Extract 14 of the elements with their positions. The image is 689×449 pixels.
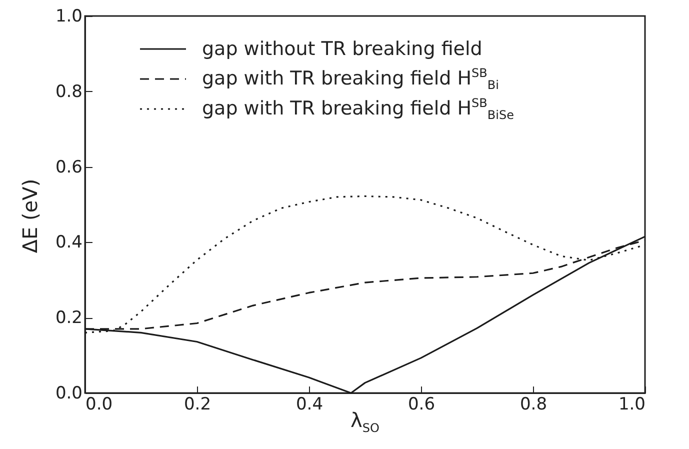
x-tick-label: 0.0 bbox=[86, 394, 113, 414]
y-tick-label: 0.6 bbox=[55, 157, 82, 178]
legend-label: gap without TR breaking field bbox=[202, 38, 482, 60]
x-tick-label: 1.0 bbox=[618, 394, 646, 414]
x-axis-title: λ$_{SO}$ bbox=[350, 408, 380, 435]
x-tick-label: 0.8 bbox=[520, 394, 548, 414]
y-tick-label: 0.8 bbox=[55, 82, 82, 102]
x-tick-label: 0.2 bbox=[184, 394, 212, 414]
y-tick-label: 0.2 bbox=[55, 308, 82, 328]
y-tick-label: 0.4 bbox=[55, 232, 82, 253]
y-axis-title: ΔE (eV) bbox=[18, 178, 42, 254]
x-tick-label: 0.6 bbox=[408, 394, 436, 414]
x-tick-label: 0.4 bbox=[296, 394, 324, 414]
y-tick-label: 1.0 bbox=[55, 6, 82, 26]
